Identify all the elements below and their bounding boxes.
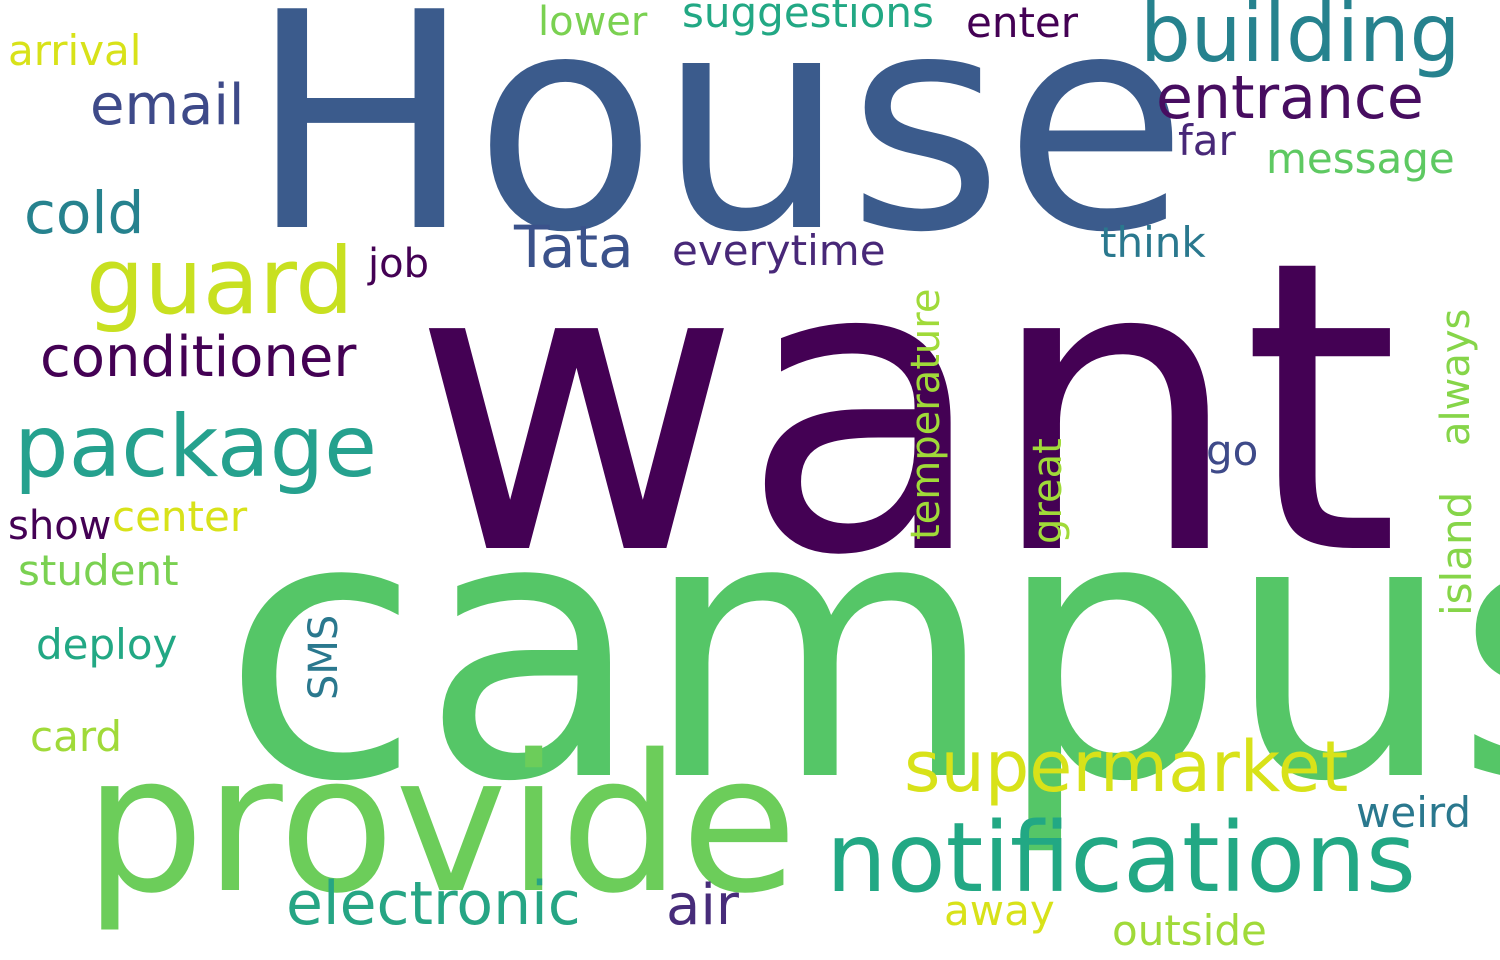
word-far: far: [1178, 116, 1236, 165]
word-entrance: entrance: [1156, 63, 1424, 133]
word-campus: campus: [222, 440, 1500, 861]
word-lower: lower: [538, 0, 648, 45]
word-weird: weird: [1356, 788, 1472, 837]
word-want: want: [412, 175, 1400, 643]
word-always: always: [1433, 308, 1479, 446]
word-package: package: [14, 397, 378, 497]
word-building: building: [1140, 0, 1461, 80]
word-card: card: [30, 712, 123, 761]
word-air: air: [666, 873, 739, 938]
word-away: away: [944, 886, 1055, 935]
word-everytime: everytime: [672, 226, 886, 275]
word-message: message: [1266, 134, 1455, 183]
word-island: island: [1432, 491, 1481, 616]
word-provide: provide: [84, 714, 798, 935]
word-tata: Tata: [514, 213, 634, 281]
word-suggestions: suggestions: [682, 0, 934, 37]
word-go: go: [1206, 426, 1259, 475]
word-email: email: [90, 73, 245, 138]
word-enter: enter: [966, 0, 1079, 47]
word-conditioner: conditioner: [40, 325, 357, 390]
word-guard: guard: [86, 228, 354, 335]
word-notifications: notifications: [826, 802, 1416, 914]
word-show: show: [8, 503, 112, 549]
word-arrival: arrival: [8, 26, 142, 75]
word-electronic: electronic: [286, 869, 581, 939]
word-sms: SMS: [301, 614, 347, 700]
word-center: center: [112, 492, 248, 541]
word-great: great: [1025, 438, 1071, 544]
word-deploy: deploy: [36, 620, 178, 669]
word-house: House: [248, 0, 1189, 298]
word-student: student: [18, 546, 179, 595]
word-temperature: temperature: [903, 288, 949, 540]
word-job: job: [368, 241, 429, 287]
word-cold: cold: [24, 179, 145, 247]
word-think: think: [1100, 218, 1206, 267]
word-outside: outside: [1112, 906, 1267, 955]
word-supermarket: supermarket: [904, 726, 1349, 808]
